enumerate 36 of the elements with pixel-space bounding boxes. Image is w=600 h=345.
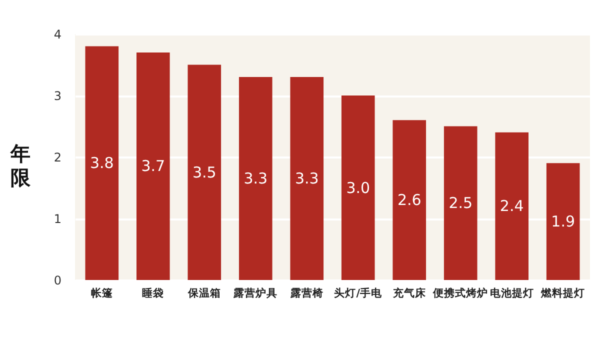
x-tick-label: 燃料提灯 <box>540 286 586 300</box>
y-tick-label: 4 <box>54 28 62 42</box>
x-tick-label: 头灯/手电 <box>334 286 384 300</box>
x-tick-label: 露营炉具 <box>232 286 278 300</box>
data-label: 3.5 <box>192 163 216 182</box>
y-tick-label: 1 <box>54 212 62 226</box>
x-tick-label: 充气床 <box>392 286 427 300</box>
bar <box>85 46 119 280</box>
data-label: 3.3 <box>294 170 319 188</box>
data-label: 3.7 <box>141 157 166 176</box>
y-axis-title: 年限 <box>10 142 32 190</box>
data-label: 2.5 <box>448 194 473 212</box>
data-label: 3.3 <box>244 170 268 188</box>
x-tick-label: 露营椅 <box>289 286 324 300</box>
bar <box>136 52 170 280</box>
data-label: 3.0 <box>346 178 370 197</box>
data-label: 2.6 <box>397 191 422 210</box>
x-tick-label: 便携式烤炉 <box>432 286 488 300</box>
data-label: 3.8 <box>90 154 114 172</box>
bar <box>238 77 272 280</box>
bar <box>546 163 580 280</box>
bar <box>392 120 426 280</box>
x-tick-label: 帐篷 <box>90 286 113 300</box>
data-label: 2.4 <box>500 197 524 216</box>
y-tick-label: 3 <box>54 89 62 103</box>
x-tick-label: 保温箱 <box>186 286 221 300</box>
bar <box>290 77 324 280</box>
bar <box>495 132 529 280</box>
bar <box>188 64 222 280</box>
bar <box>444 126 478 280</box>
bar <box>341 96 375 280</box>
y-tick-label: 0 <box>54 274 62 288</box>
y-tick-label: 2 <box>54 150 62 164</box>
x-tick-label: 电池提灯 <box>490 286 534 300</box>
x-tick-label: 睡袋 <box>142 286 164 300</box>
data-label: 1.9 <box>551 212 576 231</box>
